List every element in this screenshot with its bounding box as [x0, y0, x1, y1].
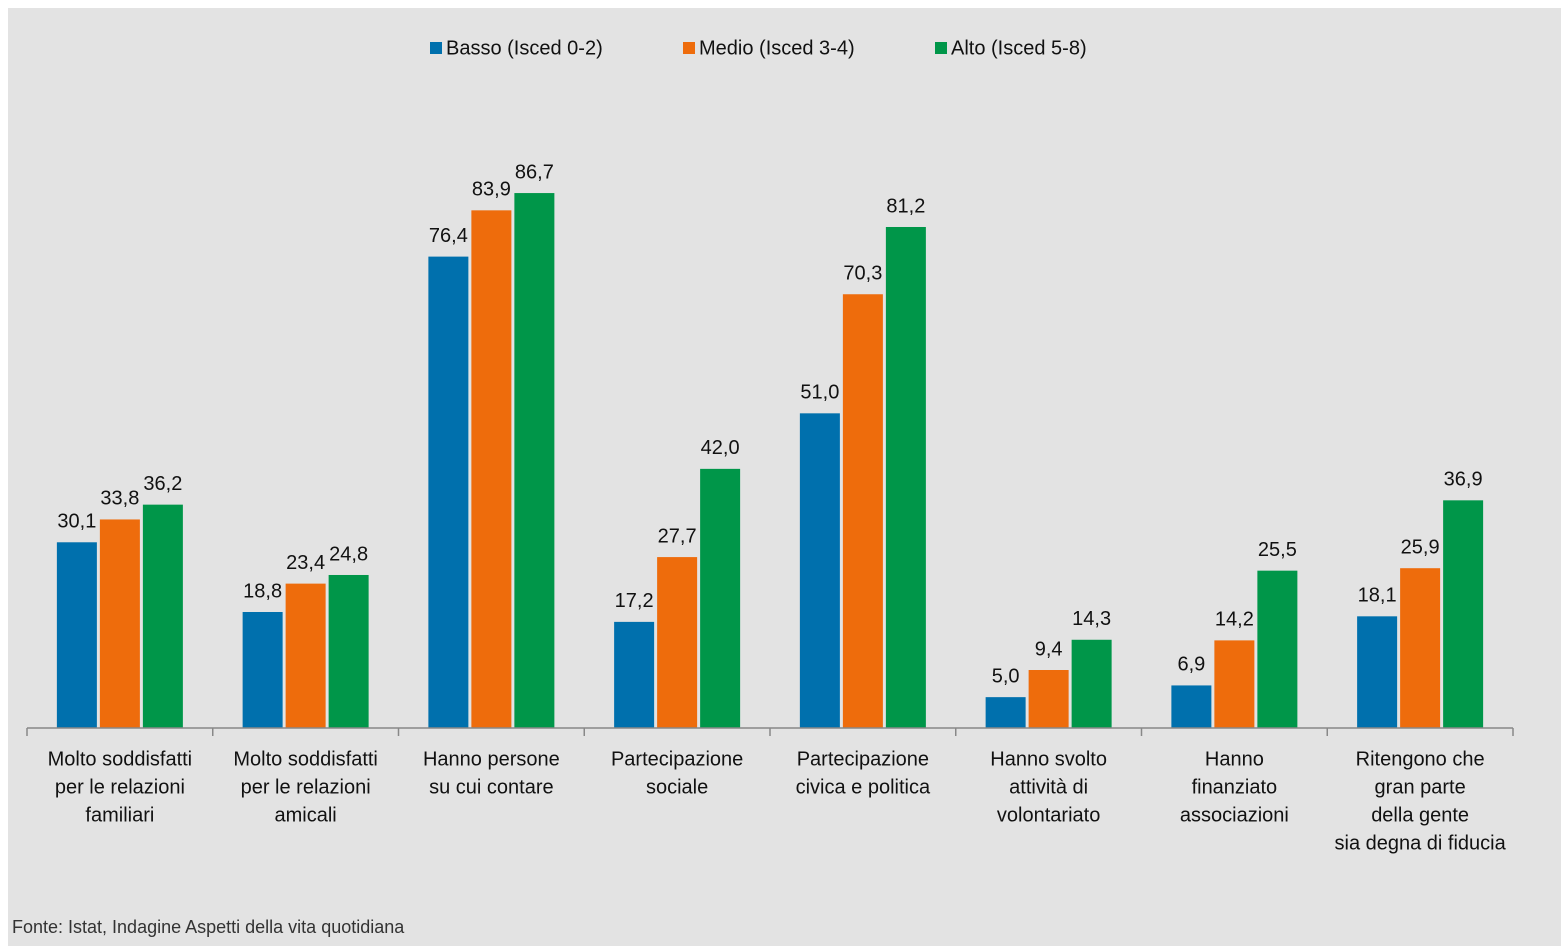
bar: [1400, 568, 1441, 728]
x-tick-label: familiari: [85, 804, 154, 826]
bar: [1443, 500, 1484, 728]
bar: [799, 413, 840, 728]
x-tick-label: finanziato: [1192, 776, 1278, 798]
bar: [1257, 570, 1298, 728]
x-tick-label: Hanno persone: [423, 748, 560, 770]
value-label: 36,9: [1444, 469, 1483, 491]
value-label: 81,2: [886, 195, 925, 217]
bar: [842, 294, 883, 728]
value-label: 5,0: [992, 665, 1020, 687]
legend-label: Basso (Isced 0-2): [446, 37, 603, 59]
bar: [614, 621, 655, 728]
value-label: 70,3: [843, 263, 882, 285]
x-tick-label: civica e politica: [796, 776, 931, 798]
value-label: 14,2: [1215, 609, 1254, 631]
legend-swatch: [935, 42, 947, 54]
legend-swatch: [683, 42, 695, 54]
value-label: 24,8: [329, 543, 368, 565]
value-label: 30,1: [57, 511, 96, 533]
x-tick-label: Ritengono che: [1356, 748, 1485, 770]
x-tick-label: volontariato: [997, 804, 1100, 826]
value-label: 33,8: [100, 488, 139, 510]
x-tick-label: Molto soddisfatti: [48, 748, 193, 770]
bar: [1357, 616, 1398, 728]
x-tick-label: Molto soddisfatti: [233, 748, 378, 770]
bar: [99, 519, 140, 728]
value-label: 25,9: [1401, 536, 1440, 558]
background: [8, 8, 1561, 946]
x-tick-label: sia degna di fiducia: [1335, 832, 1507, 854]
x-tick-label: attività di: [1009, 776, 1088, 798]
value-label: 42,0: [701, 437, 740, 459]
bar: [56, 542, 97, 728]
x-tick-label: associazioni: [1180, 804, 1289, 826]
bar: [285, 583, 326, 728]
x-tick-label: per le relazioni: [55, 776, 185, 798]
bar: [1214, 640, 1255, 728]
x-tick-label: Hanno svolto: [990, 748, 1107, 770]
value-label: 86,7: [515, 161, 554, 183]
x-tick-label: per le relazioni: [241, 776, 371, 798]
source-note: Fonte: Istat, Indagine Aspetti della vit…: [12, 917, 405, 937]
bar: [1171, 685, 1212, 728]
value-label: 18,8: [243, 580, 282, 602]
bar: [514, 193, 555, 728]
bar: [985, 697, 1026, 728]
value-label: 76,4: [429, 225, 468, 247]
x-tick-label: sociale: [646, 776, 708, 798]
legend-label: Alto (Isced 5-8): [951, 37, 1087, 59]
bar: [428, 256, 469, 728]
value-label: 27,7: [658, 525, 697, 547]
x-tick-label: amicali: [275, 804, 337, 826]
x-tick-label: Partecipazione: [797, 748, 929, 770]
x-tick-label: Hanno: [1205, 748, 1264, 770]
value-label: 36,2: [143, 473, 182, 495]
value-label: 17,2: [615, 590, 654, 612]
legend-swatch: [430, 42, 442, 54]
value-label: 23,4: [286, 552, 325, 574]
bar: [328, 574, 369, 728]
bar: [1028, 670, 1069, 728]
x-tick-label: su cui contare: [429, 776, 554, 798]
value-label: 25,5: [1258, 539, 1297, 561]
legend-label: Medio (Isced 3-4): [699, 37, 855, 59]
bar: [242, 612, 283, 728]
value-label: 6,9: [1177, 654, 1205, 676]
x-tick-label: Partecipazione: [611, 748, 743, 770]
bar: [1071, 639, 1112, 728]
x-tick-label: gran parte: [1375, 776, 1466, 798]
value-label: 14,3: [1072, 608, 1111, 630]
value-label: 9,4: [1035, 638, 1063, 660]
bar: [885, 226, 926, 728]
value-label: 83,9: [472, 179, 511, 201]
bar: [700, 468, 741, 728]
bar: [657, 557, 698, 728]
x-tick-label: della gente: [1371, 804, 1469, 826]
value-label: 18,1: [1358, 585, 1397, 607]
value-label: 51,0: [800, 382, 839, 404]
bar: [142, 504, 183, 728]
bar: [471, 210, 512, 728]
